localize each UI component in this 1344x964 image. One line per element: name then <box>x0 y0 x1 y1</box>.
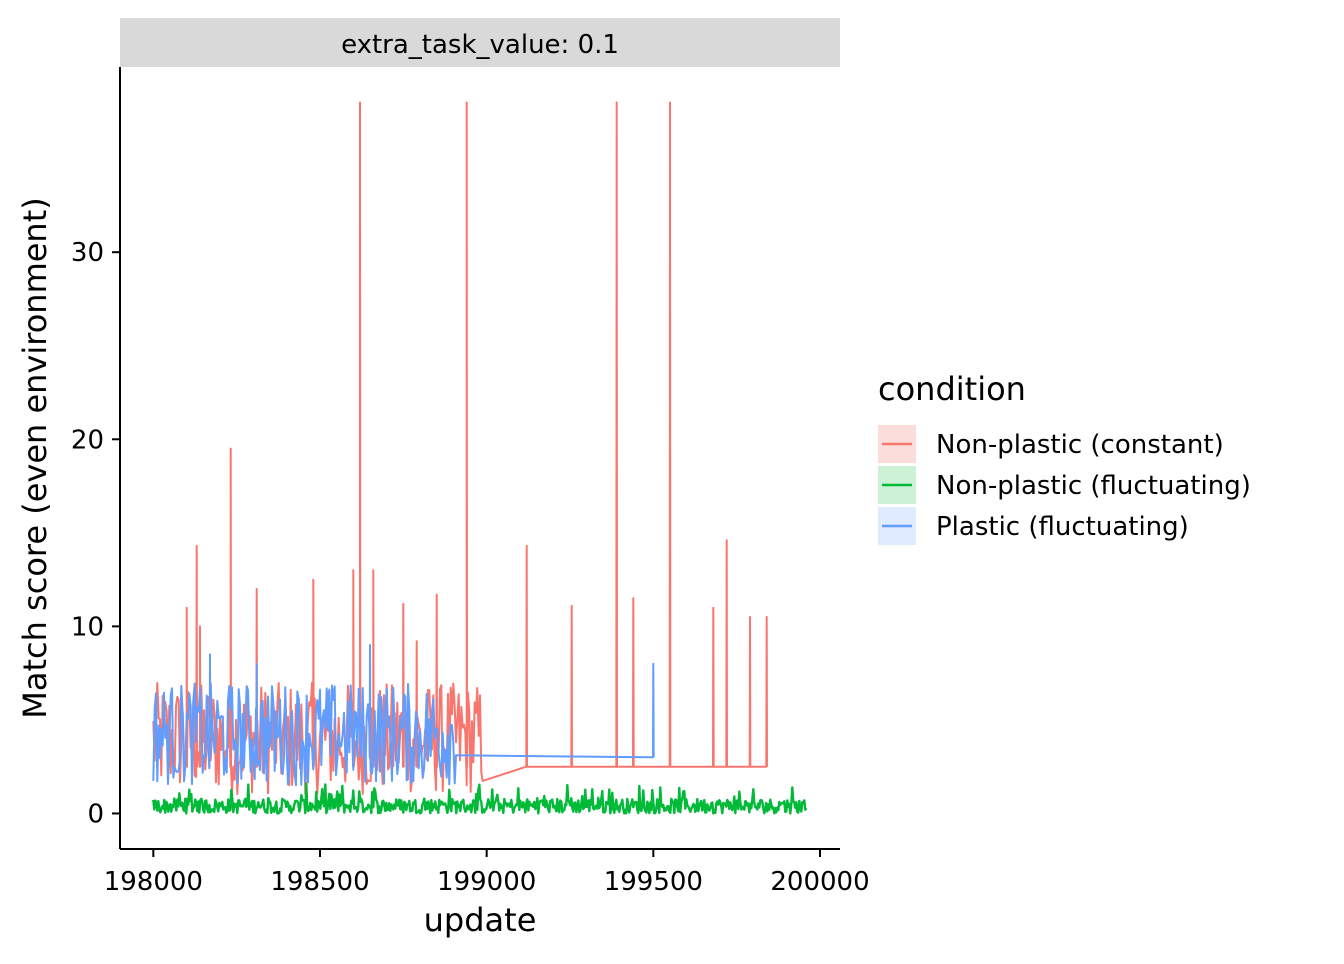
x-tick-label: 198500 <box>270 867 369 897</box>
plot-area <box>152 101 808 815</box>
series-line-1 <box>152 101 768 796</box>
x-tick-label: 200000 <box>770 867 869 897</box>
y-tick-label: 30 <box>71 238 104 268</box>
y-tick-label: 20 <box>71 425 104 455</box>
legend-label: Plastic (fluctuating) <box>936 512 1189 542</box>
y-axis-ticks: 0 10 20 30 <box>71 238 120 829</box>
x-tick-label: 199500 <box>604 867 703 897</box>
legend: condition Non-plastic (constant) Non-plas… <box>878 370 1251 545</box>
x-tick-label: 198000 <box>104 867 203 897</box>
x-axis-ticks: 198000 198500 199000 199500 200000 <box>104 849 870 897</box>
y-tick-label: 10 <box>71 612 104 642</box>
series-2 <box>152 782 808 815</box>
y-axis-title: Match score (even environment) <box>16 197 54 719</box>
y-tick-label: 0 <box>87 799 104 829</box>
series-3 <box>152 644 655 787</box>
x-tick-label: 199000 <box>437 867 536 897</box>
facet-strip <box>120 18 840 67</box>
legend-label: Non-plastic (constant) <box>936 430 1224 460</box>
series-line-3 <box>152 644 655 787</box>
x-axis-title: update <box>424 901 537 939</box>
legend-title: condition <box>878 370 1026 408</box>
series-1 <box>152 101 768 796</box>
legend-label: Non-plastic (fluctuating) <box>936 471 1251 501</box>
series-line-2 <box>152 782 808 815</box>
facet-label: extra_task_value: 0.1 <box>341 30 619 60</box>
